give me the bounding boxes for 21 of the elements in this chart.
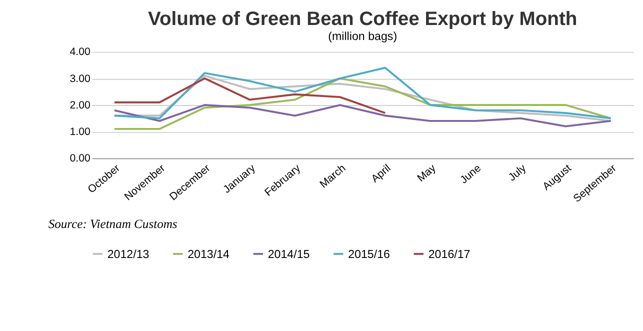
y-tick-label: 0.00 bbox=[70, 152, 90, 165]
x-tick-label: June bbox=[458, 162, 484, 186]
x-tick-label: May bbox=[415, 162, 439, 184]
legend-label: 2016/17 bbox=[428, 248, 470, 261]
x-tick-label: July bbox=[506, 162, 530, 184]
y-tick-label: 4.00 bbox=[70, 46, 90, 58]
legend-label: 2014/15 bbox=[268, 248, 310, 261]
line-series bbox=[113, 104, 612, 128]
line-series bbox=[113, 66, 612, 120]
y-tick-label: 2.00 bbox=[70, 99, 90, 112]
line-series bbox=[113, 77, 612, 130]
y-tick-label: 3.00 bbox=[70, 72, 90, 85]
y-tick-label: 1.00 bbox=[70, 126, 90, 138]
chart-title: Volume of Green Bean Coffee Export by Month bbox=[148, 8, 578, 30]
line-series bbox=[113, 77, 386, 114]
source-note: Source: Vietnam Customs bbox=[48, 216, 178, 231]
legend-label: 2013/14 bbox=[188, 248, 230, 261]
chart-subtitle: (million bags) bbox=[328, 30, 398, 44]
legend-label: 2015/16 bbox=[348, 248, 390, 261]
line-series bbox=[113, 74, 612, 122]
legend-label: 2012/13 bbox=[107, 248, 150, 261]
